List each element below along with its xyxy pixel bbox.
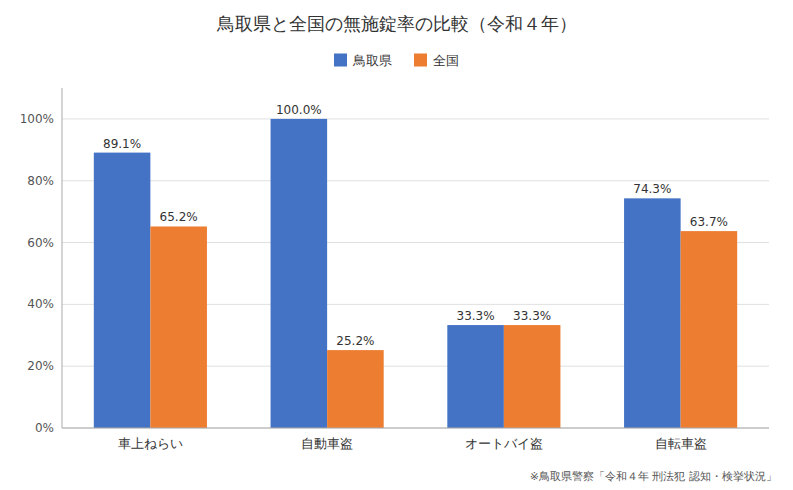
- data-label: 74.3%: [633, 182, 671, 196]
- bar: [94, 153, 151, 428]
- y-tick-label: 40%: [27, 297, 54, 311]
- legend-swatch: [334, 54, 347, 67]
- data-label: 89.1%: [103, 137, 141, 151]
- data-label: 65.2%: [160, 210, 198, 224]
- data-label: 33.3%: [513, 309, 551, 323]
- y-tick-label: 20%: [27, 359, 54, 373]
- y-axis-line: [62, 88, 63, 428]
- grid-line: [62, 118, 769, 119]
- x-tick-label: 車上ねらい: [118, 436, 183, 451]
- data-label: 63.7%: [690, 215, 728, 229]
- chart-container: 鳥取県と全国の無施錠率の比較（令和４年） 0% 20% 40% 60% 80% 100% 89…: [0, 0, 793, 490]
- bar: [624, 198, 681, 428]
- y-axis: 0% 20% 40% 60% 80% 100%: [20, 112, 54, 435]
- bar: [447, 325, 504, 428]
- y-tick-label: 0%: [35, 421, 54, 435]
- x-axis: 車上ねらい 自動車盗 オートバイ盗 自転車盗: [118, 436, 707, 451]
- legend-label: 鳥取県: [352, 53, 392, 68]
- data-label: 33.3%: [457, 309, 495, 323]
- footnote: ※鳥取県警察「令和４年 刑法犯 認知・検挙状況」: [530, 470, 777, 483]
- x-axis-line: [62, 428, 769, 429]
- bar: [504, 325, 561, 428]
- y-tick-label: 80%: [27, 174, 54, 188]
- bar: [681, 231, 738, 428]
- x-tick-label: 自転車盗: [655, 436, 707, 451]
- data-labels: 89.1% 100.0% 33.3% 74.3% 65.2% 25.2% 33.3% 63.7…: [103, 103, 728, 348]
- y-tick-label: 60%: [27, 236, 54, 250]
- x-tick-label: オートバイ盗: [465, 436, 543, 451]
- data-label: 100.0%: [276, 103, 322, 117]
- legend-swatch: [414, 54, 427, 67]
- bar: [327, 350, 384, 428]
- grid: [62, 119, 769, 428]
- bar: [150, 226, 207, 428]
- x-tick-label: 自動車盗: [301, 436, 353, 451]
- title: 鳥取県と全国の無施錠率の比較（令和４年）: [216, 13, 577, 34]
- legend-label: 全国: [433, 53, 459, 68]
- chart: 鳥取県と全国の無施錠率の比較（令和４年） 0% 20% 40% 60% 80% 100% 89…: [0, 0, 793, 490]
- bars: [94, 119, 737, 428]
- grid-line: [62, 428, 769, 429]
- y-tick-label: 100%: [20, 112, 54, 126]
- bar: [271, 119, 328, 428]
- data-label: 25.2%: [336, 334, 374, 348]
- legend: 鳥取県 全国: [334, 53, 459, 68]
- grid-line: [62, 180, 769, 181]
